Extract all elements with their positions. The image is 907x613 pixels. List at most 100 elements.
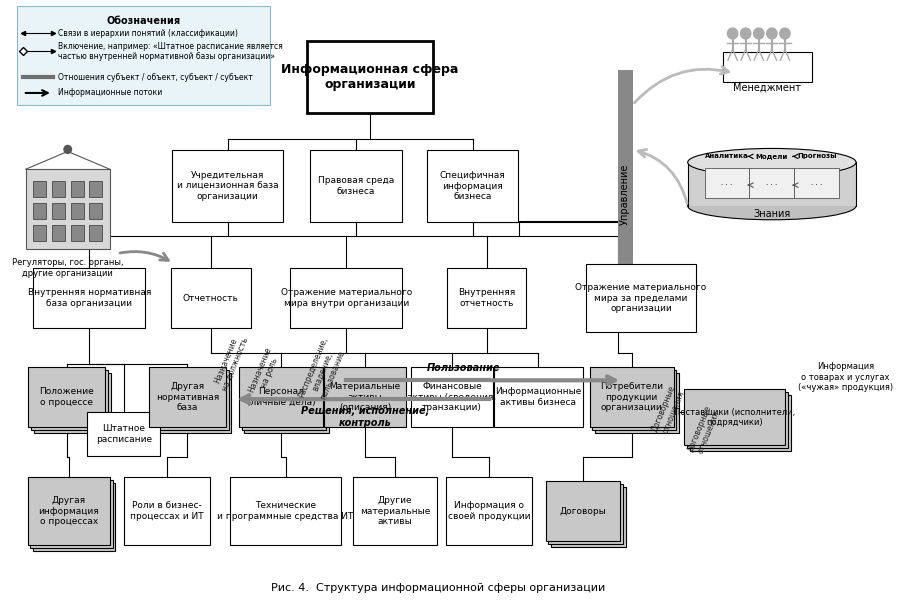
Text: Отражение материального
мира за пределами
организации: Отражение материального мира за пределам…	[575, 283, 707, 313]
FancyBboxPatch shape	[17, 6, 269, 105]
FancyBboxPatch shape	[27, 478, 110, 545]
FancyBboxPatch shape	[71, 181, 83, 197]
FancyBboxPatch shape	[34, 203, 46, 219]
FancyBboxPatch shape	[87, 412, 161, 455]
Text: Персонал
(личные дела): Персонал (личные дела)	[247, 387, 316, 407]
Text: Договорные
отношения: Договорные отношения	[650, 384, 687, 437]
FancyBboxPatch shape	[151, 370, 229, 430]
FancyBboxPatch shape	[705, 168, 749, 198]
FancyBboxPatch shape	[689, 395, 791, 451]
Text: Технические
и программные средства ИТ: Технические и программные средства ИТ	[218, 501, 354, 521]
Text: Материальные
активы
(описания): Материальные активы (описания)	[329, 383, 401, 412]
FancyBboxPatch shape	[546, 481, 620, 541]
Text: Другая
нормативная
база: Другая нормативная база	[156, 383, 219, 412]
Circle shape	[754, 28, 764, 39]
FancyBboxPatch shape	[34, 484, 115, 550]
Text: Потребители
продукции
организации: Потребители продукции организации	[600, 383, 663, 412]
FancyBboxPatch shape	[230, 478, 341, 545]
FancyBboxPatch shape	[245, 373, 328, 433]
Text: Другие
материальные
активы: Другие материальные активы	[360, 497, 430, 526]
Text: Назначение
на должность: Назначение на должность	[210, 332, 250, 392]
FancyBboxPatch shape	[324, 367, 406, 427]
FancyBboxPatch shape	[688, 162, 856, 206]
Circle shape	[740, 28, 751, 39]
Text: Положение
о процессе: Положение о процессе	[39, 387, 94, 407]
Text: Модели: Модели	[756, 153, 788, 159]
Text: Учредительная
и лицензионная база
организации: Учредительная и лицензионная база органи…	[177, 171, 278, 201]
FancyBboxPatch shape	[618, 70, 632, 318]
Text: Роли в бизнес-
процессах и ИТ: Роли в бизнес- процессах и ИТ	[130, 501, 204, 521]
Text: Менеджмент: Менеджмент	[733, 83, 801, 93]
FancyBboxPatch shape	[31, 370, 108, 430]
FancyBboxPatch shape	[290, 268, 403, 328]
Text: Регуляторы, гос. органы,
другие организации: Регуляторы, гос. органы, другие организа…	[12, 259, 123, 278]
FancyBboxPatch shape	[307, 42, 433, 113]
Text: Другая
информация
о процессах: Другая информация о процессах	[38, 497, 99, 526]
Text: Внутренняя нормативная
база организации: Внутренняя нормативная база организации	[27, 288, 151, 308]
FancyBboxPatch shape	[89, 203, 102, 219]
Text: Информационные потоки: Информационные потоки	[58, 88, 162, 97]
Text: Поставщики (исполнители,
подрядчики): Поставщики (исполнители, подрядчики)	[674, 407, 795, 427]
Text: Пользование: Пользование	[426, 364, 500, 373]
FancyBboxPatch shape	[34, 268, 145, 328]
FancyBboxPatch shape	[795, 168, 839, 198]
Text: Обозначения: Обозначения	[106, 16, 180, 26]
Text: · · ·: · · ·	[811, 182, 823, 188]
FancyBboxPatch shape	[149, 367, 226, 427]
FancyBboxPatch shape	[353, 478, 437, 545]
FancyBboxPatch shape	[171, 268, 250, 328]
Text: · · ·: · · ·	[766, 182, 777, 188]
Text: Информация о
своей продукции: Информация о своей продукции	[448, 501, 531, 521]
Text: Договорные
отношения: Договорные отношения	[686, 404, 722, 457]
Text: Договоры: Договоры	[560, 506, 607, 516]
Text: Управление: Управление	[620, 163, 630, 225]
Circle shape	[727, 28, 737, 39]
FancyBboxPatch shape	[25, 169, 110, 248]
FancyBboxPatch shape	[172, 150, 283, 222]
FancyBboxPatch shape	[684, 389, 785, 445]
FancyBboxPatch shape	[723, 52, 812, 82]
FancyBboxPatch shape	[89, 225, 102, 241]
Ellipse shape	[688, 148, 856, 176]
Text: Прогнозы: Прогнозы	[797, 153, 836, 159]
Ellipse shape	[688, 192, 856, 220]
Text: · · ·: · · ·	[721, 182, 733, 188]
FancyBboxPatch shape	[89, 181, 102, 197]
Text: Рис. 4.  Структура информационной сферы организации: Рис. 4. Структура информационной сферы о…	[271, 584, 606, 593]
Text: Финансовые
активы (сведения,
транзакции): Финансовые активы (сведения, транзакции)	[407, 383, 497, 412]
FancyBboxPatch shape	[749, 168, 795, 198]
FancyBboxPatch shape	[592, 370, 677, 430]
Text: Штатное
расписание: Штатное расписание	[96, 424, 151, 444]
Text: Назначение
на роль: Назначение на роль	[247, 345, 282, 397]
FancyBboxPatch shape	[427, 150, 519, 222]
FancyBboxPatch shape	[549, 484, 623, 544]
Circle shape	[64, 145, 72, 153]
FancyBboxPatch shape	[310, 150, 402, 222]
FancyBboxPatch shape	[493, 367, 582, 427]
Text: Знания: Знания	[753, 209, 791, 219]
FancyBboxPatch shape	[687, 392, 788, 447]
Text: Отчетность: Отчетность	[183, 294, 239, 303]
Circle shape	[780, 28, 790, 39]
Text: Связи в иерархии понятий (классификации): Связи в иерархии понятий (классификации)	[58, 29, 239, 38]
Text: Специфичная
информация
бизнеса: Специфичная информация бизнеса	[440, 171, 505, 201]
FancyBboxPatch shape	[239, 367, 323, 427]
FancyBboxPatch shape	[30, 481, 112, 548]
Text: Информационная сфера
организации: Информационная сфера организации	[281, 63, 458, 91]
Text: Решения, исполнение,
контроль: Решения, исполнение, контроль	[301, 406, 429, 428]
FancyBboxPatch shape	[52, 181, 65, 197]
FancyBboxPatch shape	[590, 367, 674, 427]
FancyBboxPatch shape	[595, 373, 679, 433]
FancyBboxPatch shape	[411, 367, 493, 427]
FancyBboxPatch shape	[34, 373, 111, 433]
FancyBboxPatch shape	[241, 370, 326, 430]
Text: Информация
о товарах и услугах
(«чужая» продукция): Информация о товарах и услугах («чужая» …	[798, 362, 893, 392]
FancyBboxPatch shape	[447, 268, 526, 328]
FancyBboxPatch shape	[551, 487, 626, 547]
Text: Отражение материального
мира внутри организации: Отражение материального мира внутри орга…	[281, 288, 412, 308]
FancyBboxPatch shape	[52, 203, 65, 219]
Text: Внутренняя
отчетность: Внутренняя отчетность	[458, 288, 515, 308]
FancyBboxPatch shape	[446, 478, 532, 545]
Text: Аналитика: Аналитика	[705, 153, 749, 159]
FancyBboxPatch shape	[124, 478, 210, 545]
